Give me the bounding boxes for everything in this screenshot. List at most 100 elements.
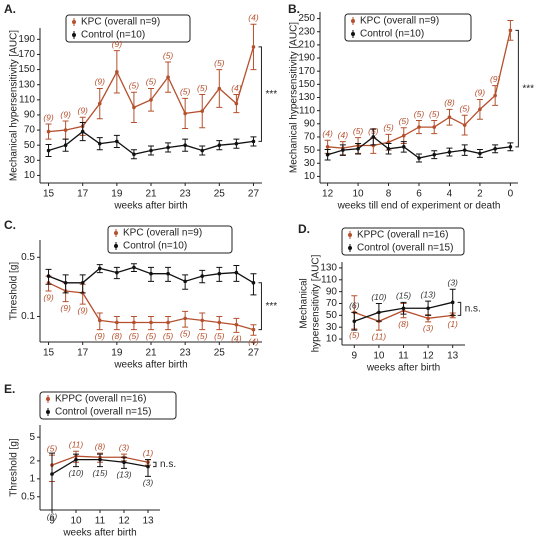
n-label: (9) (112, 39, 123, 49)
data-point (46, 129, 51, 134)
significance-label: *** (265, 89, 277, 100)
significance-label: n.s. (160, 459, 176, 470)
legend-box (341, 227, 465, 256)
legend-label: Control (n=10) (81, 30, 145, 41)
x-tick-label: 17 (77, 189, 89, 200)
y-tick-label: 10 (326, 334, 338, 345)
data-point (478, 107, 482, 112)
x-tick-label: 15 (43, 348, 55, 359)
legend-marker (72, 20, 76, 24)
n-label: (9) (43, 292, 54, 302)
y-axis-label: Mechanical hypersensitivity [AUC] (289, 22, 300, 173)
y-tick-label: 10 (304, 171, 316, 182)
data-point (132, 105, 136, 110)
legend-marker (114, 244, 118, 248)
y-axis-label: hypersensitivity [AUC] (311, 254, 322, 352)
y-tick-label: 170 (18, 49, 35, 60)
data-point (401, 306, 406, 311)
n-label: (6) (349, 301, 360, 311)
data-point (97, 318, 102, 323)
data-point (46, 274, 51, 278)
y-tick-label: 170 (298, 66, 315, 77)
significance-bracket (515, 29, 519, 148)
data-point (183, 143, 187, 147)
x-tick-label: 21 (145, 189, 157, 200)
x-tick-label: 13 (142, 516, 154, 527)
n-label: (15) (92, 468, 107, 478)
n-label: (5) (214, 331, 225, 341)
data-point (377, 310, 381, 315)
n-label: (5) (129, 331, 140, 341)
y-tick-label: 1 (29, 473, 35, 484)
data-point (401, 145, 406, 149)
y-axis-label: Threshold [g] (9, 262, 20, 321)
significance-label: n.s. (465, 303, 481, 314)
data-point (508, 28, 513, 33)
data-point (200, 274, 205, 278)
n-label: (9) (60, 303, 71, 313)
n-label: (5) (146, 77, 157, 87)
data-point (149, 271, 153, 276)
data-point (183, 279, 187, 284)
y-tick-label: 50 (24, 140, 36, 151)
n-label: (1) (143, 448, 154, 458)
n-label: (10) (68, 468, 83, 478)
n-label: (6) (47, 511, 58, 521)
legend-marker (348, 233, 352, 237)
n-label: (9) (475, 88, 486, 98)
data-point (115, 70, 119, 74)
data-point (217, 143, 222, 147)
n-label: (5) (163, 331, 174, 341)
x-axis-label: weeks after birth (62, 528, 136, 539)
data-point (166, 320, 170, 325)
significance-bracket (258, 282, 262, 331)
data-point (166, 271, 170, 276)
legend-label: Control (overall n=15) (357, 243, 453, 254)
x-tick-label: 25 (214, 189, 226, 200)
x-axis-label: weeks till end of experiment or death (337, 201, 501, 212)
data-point (426, 306, 430, 311)
data-point (251, 139, 256, 144)
x-tick-label: 11 (95, 516, 106, 527)
x-tick-label: 12 (118, 516, 130, 527)
x-tick-label: 23 (180, 348, 192, 359)
data-point (251, 280, 256, 285)
n-label: (4) (338, 130, 349, 140)
data-point (63, 128, 68, 132)
data-point (217, 271, 222, 276)
n-label: (5) (163, 50, 174, 60)
legend-box (107, 225, 233, 254)
n-label: (5) (429, 109, 440, 119)
y-tick-label: 130 (298, 92, 315, 103)
data-point (132, 265, 136, 270)
x-tick-label: 8 (386, 189, 392, 200)
significance-label: *** (265, 301, 277, 312)
x-tick-label: 10 (70, 516, 82, 527)
y-tick-label: 110 (299, 105, 315, 116)
x-tick-label: 10 (353, 189, 365, 200)
n-label: (4) (231, 334, 242, 344)
n-label: (5) (180, 87, 191, 97)
legend-label: Control (overall n=15) (55, 407, 151, 418)
n-label: (4) (231, 83, 242, 93)
y-tick-label: 30 (304, 158, 316, 169)
y-tick-label: 250 (298, 13, 315, 24)
n-label: (8) (444, 98, 455, 108)
data-point (251, 45, 256, 49)
y-tick-label: 50 (326, 310, 338, 321)
x-tick-label: 9 (352, 351, 358, 362)
data-point (325, 145, 330, 149)
y-tick-label: 130 (18, 79, 35, 90)
n-label: (5) (459, 104, 470, 114)
legend-marker (46, 397, 50, 401)
panel-label: B. (288, 2, 300, 16)
legend-marker (348, 246, 352, 250)
x-axis-label: weeks after birth (366, 363, 440, 374)
legend-marker (114, 231, 118, 235)
data-point (478, 151, 482, 156)
n-label: (8) (112, 331, 123, 341)
y-tick-label: 230 (298, 26, 315, 37)
n-label: (9) (95, 331, 106, 341)
data-point (417, 156, 421, 160)
y-tick-label: 0.5 (21, 491, 35, 502)
